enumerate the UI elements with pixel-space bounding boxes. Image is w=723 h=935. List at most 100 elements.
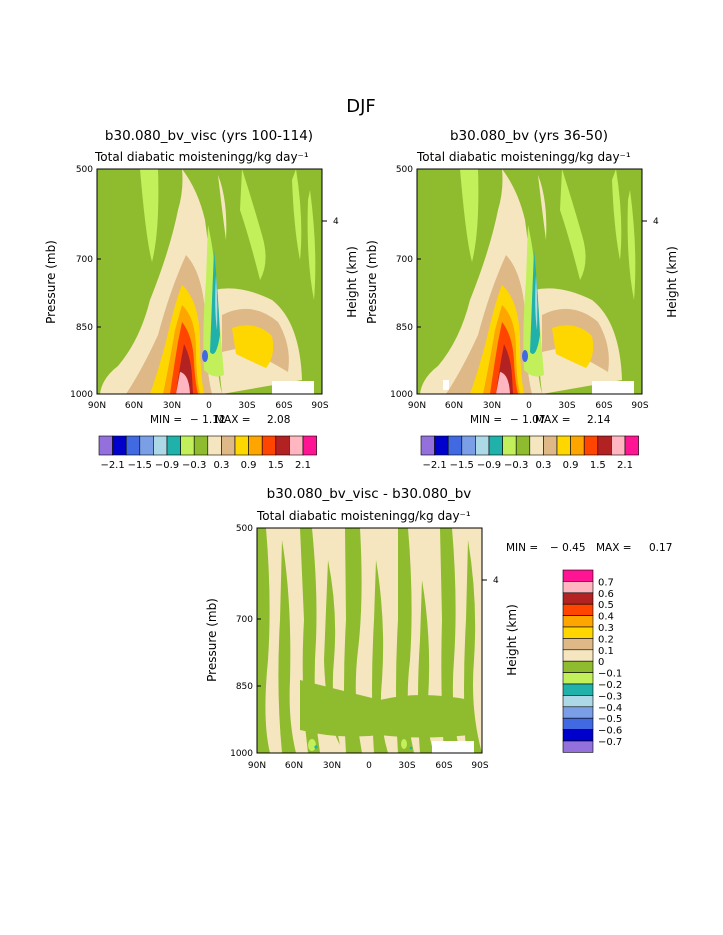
panel-3-y2tick-4: 4 bbox=[493, 576, 499, 586]
svg-text:− 1.07: − 1.07 bbox=[510, 414, 546, 426]
colorbar-swatch bbox=[562, 638, 594, 651]
colorbar-label: 2.1 bbox=[295, 460, 311, 471]
colorbar-swatch bbox=[562, 626, 594, 639]
colorbar-label: 2.1 bbox=[617, 460, 633, 471]
colorbar-label: −0.5 bbox=[598, 714, 622, 725]
panel-3-subtitle: Total diabatic moisteningg/kg day⁻¹ bbox=[256, 509, 471, 523]
panel-3-field bbox=[257, 528, 482, 753]
panel-3-stats: MIN = − 0.45 MAX = 0.17 bbox=[506, 542, 672, 554]
svg-text:0.17: 0.17 bbox=[649, 542, 672, 554]
colorbar-label: 1.5 bbox=[268, 460, 284, 471]
panel-1-xtick-30S: 30S bbox=[238, 401, 255, 411]
panel-2-colorbar: −2.1 −1.5 −0.9 −0.3 0.3 0.9 1.5 2.1 bbox=[420, 435, 639, 471]
panel-2-xtick-60S: 60S bbox=[595, 401, 612, 411]
panel-3-title: b30.080_bv_visc - b30.080_bv bbox=[267, 486, 472, 502]
panel-2-xtick-30S: 30S bbox=[558, 401, 575, 411]
panel-1-xtick-90N: 90N bbox=[88, 401, 106, 411]
colorbar-label: −0.4 bbox=[598, 703, 622, 714]
colorbar-swatch bbox=[488, 435, 503, 456]
colorbar-swatch bbox=[302, 435, 317, 456]
panel-3-xtick-60S: 60S bbox=[435, 761, 452, 771]
panel-3-ytick-700: 700 bbox=[236, 615, 253, 625]
panel-2-xtick-60N: 60N bbox=[445, 401, 463, 411]
colorbar-label: −2.1 bbox=[422, 460, 446, 471]
colorbar-swatch bbox=[562, 672, 594, 685]
colorbar-swatch bbox=[207, 435, 222, 456]
panel-2-field bbox=[417, 169, 642, 394]
panel-2-x-ticks: 90N 60N 30N 0 30S 60S 90S bbox=[408, 401, 649, 411]
svg-text:MAX =: MAX = bbox=[596, 542, 632, 554]
panel-1-ytick-850: 850 bbox=[76, 323, 93, 333]
panel-2-y2tick-4: 4 bbox=[653, 217, 659, 227]
svg-text:2.14: 2.14 bbox=[587, 414, 611, 426]
colorbar-swatch bbox=[529, 435, 544, 456]
panel-1-xtick-0: 0 bbox=[206, 401, 212, 411]
colorbar-swatch bbox=[570, 435, 585, 456]
colorbar-swatch bbox=[562, 615, 594, 628]
colorbar-swatch bbox=[125, 435, 141, 456]
svg-text:MIN =: MIN = bbox=[470, 414, 502, 426]
colorbar-label: −0.1 bbox=[598, 669, 622, 680]
colorbar-swatch bbox=[562, 592, 594, 605]
panel-1-xtick-30N: 30N bbox=[163, 401, 181, 411]
colorbar-swatch bbox=[597, 435, 612, 456]
colorbar-swatch bbox=[562, 660, 594, 673]
panel-2-ytick-500: 500 bbox=[396, 165, 413, 175]
panel-3-ytick-500: 500 bbox=[236, 524, 253, 534]
svg-text:MAX =: MAX = bbox=[215, 414, 251, 426]
colorbar-swatch bbox=[166, 435, 181, 456]
colorbar-swatch bbox=[112, 435, 127, 456]
panel-1-y-ticks: 500 700 850 1000 bbox=[70, 165, 101, 400]
colorbar-swatch bbox=[502, 435, 517, 456]
colorbar-swatch bbox=[447, 435, 463, 456]
colorbar-swatch bbox=[562, 683, 594, 696]
colorbar-swatch bbox=[248, 435, 263, 456]
colorbar-swatch bbox=[556, 435, 571, 456]
colorbar-swatch bbox=[562, 581, 594, 594]
panel-1-y2tick-4: 4 bbox=[333, 217, 339, 227]
panel-3-x-ticks: 90N 60N 30N 0 30S 60S 90S bbox=[248, 761, 489, 771]
panel-1-ytick-500: 500 bbox=[76, 165, 93, 175]
colorbar-swatch bbox=[475, 435, 490, 456]
panel-3-xtick-30S: 30S bbox=[398, 761, 415, 771]
panel-1-subtitle: Total diabatic moisteningg/kg day⁻¹ bbox=[94, 150, 309, 164]
colorbar-swatch bbox=[562, 569, 594, 582]
panel-2-xtick-90S: 90S bbox=[631, 401, 648, 411]
colorbar-swatch bbox=[289, 435, 304, 456]
panel-3-colorbar: 0.70.60.50.40.30.20.10−0.1−0.2−0.3−0.4−0… bbox=[562, 569, 622, 753]
colorbar-label: 0.3 bbox=[213, 460, 229, 471]
colorbar-label: −2.1 bbox=[100, 460, 124, 471]
colorbar-swatch bbox=[193, 435, 209, 456]
panel-1-xtick-90S: 90S bbox=[311, 401, 328, 411]
colorbar-label: 0.9 bbox=[563, 460, 579, 471]
colorbar-swatch bbox=[543, 435, 558, 456]
panel-2-title: b30.080_bv (yrs 36-50) bbox=[450, 128, 608, 144]
colorbar-swatch bbox=[261, 435, 277, 456]
figure-title: DJF bbox=[346, 96, 376, 117]
panel-1-colorbar: −2.1 −1.5 −0.9 −0.3 0.3 0.9 1.5 2.1 bbox=[98, 435, 317, 471]
colorbar-label: 0.3 bbox=[598, 623, 614, 634]
colorbar-label: −0.3 bbox=[182, 460, 206, 471]
colorbar-swatch bbox=[420, 435, 435, 456]
colorbar-label: 1.5 bbox=[590, 460, 606, 471]
panel-1-field bbox=[97, 169, 322, 394]
colorbar-swatch bbox=[562, 740, 594, 753]
panel-1-xtick-60S: 60S bbox=[275, 401, 292, 411]
colorbar-label: 0.5 bbox=[598, 600, 614, 611]
panel-2-ytick-1000: 1000 bbox=[390, 390, 413, 400]
colorbar-label: 0.4 bbox=[598, 612, 614, 623]
panel-3-ylabel: Pressure (mb) bbox=[205, 598, 219, 682]
panel-2-xtick-30N: 30N bbox=[483, 401, 501, 411]
panel-3: b30.080_bv_visc - b30.080_bv Total diaba… bbox=[205, 486, 672, 771]
colorbar-swatch bbox=[562, 729, 594, 742]
colorbar-swatch bbox=[98, 435, 113, 456]
panel-3-y2label: Height (km) bbox=[505, 604, 519, 675]
panel-3-ytick-850: 850 bbox=[236, 682, 253, 692]
colorbar-label: 0.1 bbox=[598, 646, 614, 657]
panel-3-xtick-0: 0 bbox=[366, 761, 372, 771]
colorbar-label: −0.3 bbox=[598, 691, 622, 702]
panel-1-x-ticks: 90N 60N 30N 0 30S 60S 90S bbox=[88, 401, 329, 411]
panel-1-ytick-700: 700 bbox=[76, 255, 93, 265]
colorbar-swatch bbox=[562, 717, 594, 730]
